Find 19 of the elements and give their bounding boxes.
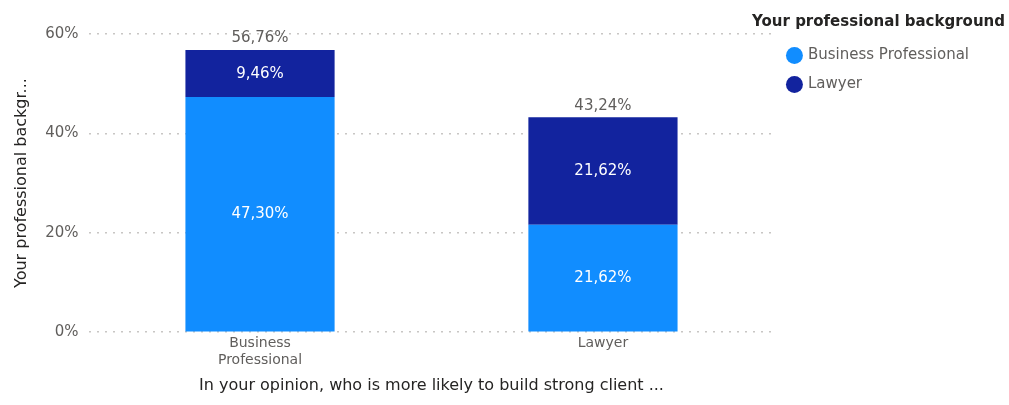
total-label: 43,24% <box>574 95 632 114</box>
legend-label: Lawyer <box>807 74 863 93</box>
y-tick-label: 20% <box>45 222 79 241</box>
bar <box>185 50 335 98</box>
x-axis-title: In your opinion, who is more likely to build strong client ... <box>199 374 664 394</box>
data-label: 9,46% <box>236 63 284 82</box>
data-label: 47,30% <box>231 204 289 223</box>
bar <box>528 117 678 225</box>
y-axis-title: Your professional backgr... <box>10 78 30 290</box>
y-tick-label: 40% <box>45 123 79 142</box>
bar <box>185 97 335 332</box>
y-tick-label: 0% <box>54 322 79 341</box>
total-label: 56,76% <box>231 28 289 47</box>
bar <box>528 224 678 332</box>
data-label: 21,62% <box>574 267 632 286</box>
data-label: 21,62% <box>574 160 632 179</box>
legend-title: Your professional background <box>751 12 1006 31</box>
y-tick-label: 60% <box>45 23 79 42</box>
legend-label: Business Professional <box>807 45 969 64</box>
